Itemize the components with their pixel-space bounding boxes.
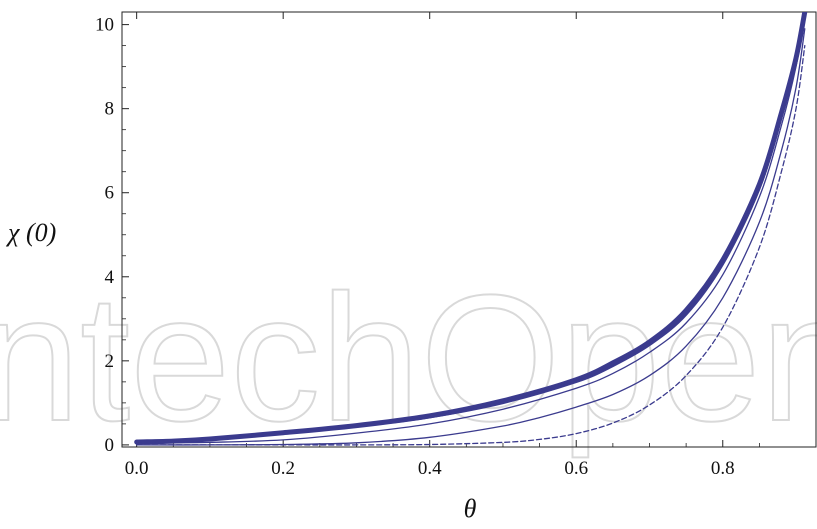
x-axis-ticks: 0.0 0.2 0.4 0.6 0.8 (125, 12, 760, 479)
series-line-3-thin (136, 15, 806, 444)
x-tick-label: 0.4 (418, 458, 442, 479)
x-axis-title: θ (464, 494, 477, 523)
series-layer (134, 12, 808, 446)
series-line-2-medium (135, 12, 806, 444)
y-tick-label: 2 (105, 351, 115, 372)
plot-frame (121, 11, 817, 448)
y-tick-label: 10 (95, 15, 114, 36)
x-tick-label: 0.2 (271, 458, 295, 479)
y-tick-label: 0 (105, 435, 115, 456)
y-tick-label: 4 (105, 267, 115, 288)
x-tick-label: 0.8 (711, 458, 735, 479)
y-axis-title: χ (0) (5, 218, 56, 247)
plot-border (121, 11, 817, 448)
x-tick-label: 0.6 (564, 458, 588, 479)
y-axis-ticks: 0 2 4 6 8 10 (95, 15, 129, 456)
watermark: IntechOpen (0, 258, 817, 459)
y-tick-label: 6 (105, 183, 115, 204)
series-line-5-dashed (136, 44, 806, 446)
y-tick-label: 8 (105, 99, 115, 120)
x-tick-label: 0.0 (125, 458, 149, 479)
series-line-4-thin (136, 28, 806, 446)
